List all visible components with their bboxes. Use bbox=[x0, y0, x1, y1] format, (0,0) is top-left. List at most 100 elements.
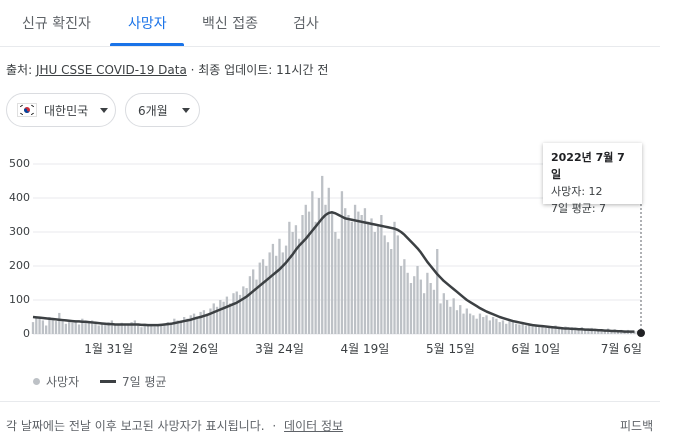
x-tick-label: 7월 6일 bbox=[600, 342, 642, 356]
deaths-bar bbox=[225, 296, 229, 334]
tab-bar: 신규 확진자 사망자 백신 접종 검사 bbox=[0, 0, 660, 47]
legend-line: 7일 평균 bbox=[100, 373, 167, 390]
tab-tests[interactable]: 검사 bbox=[293, 16, 319, 32]
deaths-bar bbox=[350, 221, 353, 334]
deaths-bar bbox=[258, 262, 261, 334]
deaths-bar bbox=[436, 249, 439, 334]
deaths-bar bbox=[281, 252, 284, 334]
deaths-bar bbox=[209, 308, 212, 334]
deaths-bar bbox=[560, 327, 564, 334]
deaths-bar bbox=[353, 204, 357, 334]
deaths-bar bbox=[107, 322, 110, 334]
deaths-bar bbox=[307, 211, 311, 334]
x-tick-label: 4월 19일 bbox=[340, 342, 390, 356]
deaths-bar bbox=[291, 232, 294, 334]
tab-deaths[interactable]: 사망자 bbox=[128, 16, 167, 32]
deaths-bar bbox=[41, 320, 45, 334]
hover-point bbox=[637, 329, 645, 337]
deaths-bar bbox=[51, 318, 54, 334]
deaths-bar bbox=[153, 326, 156, 334]
chart-tooltip: 2022년 7월 7일 사망자: 12 7일 평균: 7 bbox=[543, 143, 642, 215]
deaths-bar bbox=[468, 313, 472, 334]
deaths-bar bbox=[179, 322, 183, 334]
deaths-bar bbox=[166, 322, 169, 334]
deaths-bar bbox=[376, 225, 380, 334]
deaths-bar bbox=[275, 255, 278, 334]
x-tick-label: 6월 10일 bbox=[511, 342, 561, 356]
deaths-bar bbox=[245, 288, 248, 334]
legend-dot-icon bbox=[33, 378, 40, 385]
deaths-bar bbox=[547, 326, 551, 334]
deaths-bar bbox=[183, 317, 186, 334]
deaths-bar bbox=[94, 323, 97, 334]
period-dropdown[interactable]: 6개월 bbox=[125, 93, 200, 127]
deaths-bar bbox=[570, 327, 574, 334]
deaths-bar bbox=[524, 325, 528, 334]
deaths-bar bbox=[74, 320, 77, 334]
deaths-bar bbox=[340, 191, 344, 334]
deaths-bar bbox=[173, 318, 176, 334]
deaths-bar bbox=[330, 211, 334, 334]
deaths-bar bbox=[311, 191, 314, 334]
chevron-down-icon bbox=[100, 107, 109, 113]
deaths-bar bbox=[130, 322, 133, 334]
legend-line-icon bbox=[100, 380, 116, 383]
deaths-bar bbox=[137, 325, 140, 334]
deaths-bar bbox=[97, 325, 100, 334]
feedback-link[interactable]: 피드백 bbox=[620, 419, 654, 433]
deaths-bar bbox=[321, 175, 324, 334]
data-info-link[interactable]: 데이터 정보 bbox=[284, 419, 344, 433]
deaths-bar bbox=[140, 327, 143, 334]
deaths-bar bbox=[117, 325, 120, 334]
x-tick-label: 1월 31일 bbox=[84, 342, 133, 356]
deaths-bar bbox=[84, 321, 87, 334]
deaths-bar bbox=[505, 323, 508, 334]
deaths-bar bbox=[38, 317, 41, 334]
deaths-bar bbox=[583, 328, 587, 334]
deaths-bar bbox=[248, 276, 252, 334]
deaths-bar bbox=[574, 327, 577, 334]
x-tick-label: 3월 24일 bbox=[255, 342, 304, 356]
deaths-bar bbox=[393, 221, 396, 334]
tooltip-date: 2022년 7월 7일 bbox=[551, 151, 625, 181]
deaths-bar bbox=[232, 293, 235, 334]
deaths-bar bbox=[278, 238, 281, 334]
deaths-bar bbox=[452, 298, 455, 334]
x-tick-label: 5월 15일 bbox=[425, 342, 475, 356]
deaths-bar bbox=[603, 329, 606, 334]
source-link[interactable]: JHU CSSE COVID-19 Data bbox=[35, 63, 187, 77]
deaths-bar bbox=[229, 303, 232, 334]
deaths-bar bbox=[261, 259, 265, 334]
deaths-bar bbox=[114, 323, 117, 334]
deaths-bar bbox=[534, 324, 537, 334]
deaths-bar bbox=[215, 306, 219, 334]
deaths-bar bbox=[462, 313, 465, 334]
deaths-bar bbox=[202, 310, 206, 334]
country-dropdown[interactable]: 대한민국 bbox=[6, 93, 116, 127]
deaths-bar bbox=[31, 322, 35, 334]
deaths-bar bbox=[406, 272, 409, 334]
deaths-bar bbox=[334, 232, 337, 334]
period-label: 6개월 bbox=[138, 103, 168, 118]
deaths-bar bbox=[413, 276, 416, 334]
deaths-bar bbox=[186, 318, 189, 334]
footer-divider bbox=[0, 401, 660, 402]
deaths-bar bbox=[317, 198, 321, 334]
deaths-bar bbox=[557, 327, 560, 334]
deaths-bar bbox=[163, 324, 166, 334]
deaths-bar bbox=[554, 325, 557, 334]
legend-line-label: 7일 평균 bbox=[122, 375, 167, 389]
active-tab-indicator bbox=[110, 43, 184, 46]
tab-new-cases[interactable]: 신규 확진자 bbox=[22, 16, 91, 32]
deaths-bar bbox=[176, 320, 179, 334]
y-tick-label: 300 bbox=[9, 225, 30, 238]
tab-vaccination[interactable]: 백신 접종 bbox=[202, 16, 258, 32]
tooltip-average: 7일 평균: 7 bbox=[551, 202, 607, 215]
south-korea-flag-icon bbox=[17, 103, 37, 117]
deaths-bar bbox=[587, 329, 590, 334]
deaths-bar bbox=[110, 320, 114, 334]
deaths-bar bbox=[498, 322, 501, 334]
deaths-bar bbox=[271, 243, 275, 334]
deaths-bar bbox=[386, 242, 390, 334]
